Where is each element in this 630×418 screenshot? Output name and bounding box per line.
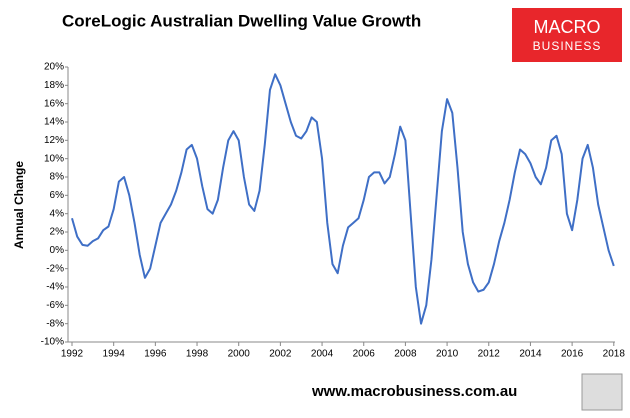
chart-title: CoreLogic Australian Dwelling Value Grow… — [62, 11, 421, 30]
y-tick-label: -2% — [46, 263, 64, 274]
x-tick-label: 1998 — [186, 349, 209, 360]
x-tick-label: 2014 — [519, 349, 542, 360]
y-tick-label: 20% — [44, 62, 64, 73]
y-tick-label: -4% — [46, 282, 64, 293]
x-tick-label: 2008 — [394, 349, 417, 360]
y-tick-label: -6% — [46, 300, 64, 311]
x-tick-label: 2016 — [561, 349, 584, 360]
y-tick-label: 4% — [50, 208, 65, 219]
y-tick-label: 18% — [44, 80, 64, 91]
x-tick-label: 1992 — [61, 349, 84, 360]
y-tick-label: 8% — [50, 172, 65, 183]
x-tick-label: 2004 — [311, 349, 334, 360]
x-tick-label: 1994 — [103, 349, 126, 360]
y-axis-label: Annual Change — [12, 161, 26, 249]
y-tick-label: -8% — [46, 318, 64, 329]
x-tick-label: 2018 — [603, 349, 626, 360]
y-tick-label: 0% — [50, 245, 65, 256]
y-tick-label: 6% — [50, 190, 65, 201]
data-line — [71, 73, 615, 325]
y-tick-label: 2% — [50, 227, 65, 238]
logo-box — [512, 8, 622, 62]
y-tick-label: 12% — [44, 135, 64, 146]
x-tick-label: 2000 — [228, 349, 251, 360]
y-tick-label: -10% — [41, 337, 64, 348]
x-tick-label: 2002 — [269, 349, 292, 360]
x-tick-label: 1996 — [144, 349, 167, 360]
x-tick-label: 2012 — [478, 349, 501, 360]
logo-icon — [581, 373, 623, 411]
y-tick-label: 16% — [44, 98, 64, 109]
logo-text: BUSINESS — [533, 39, 602, 53]
footer: www.macrobusiness.com.au — [311, 383, 517, 400]
y-tick-label: 10% — [44, 153, 64, 164]
x-tick-label: 2010 — [436, 349, 459, 360]
y-tick-label: 14% — [44, 117, 64, 128]
x-tick-label: 2006 — [353, 349, 376, 360]
logo-text: MACRO — [534, 17, 601, 37]
